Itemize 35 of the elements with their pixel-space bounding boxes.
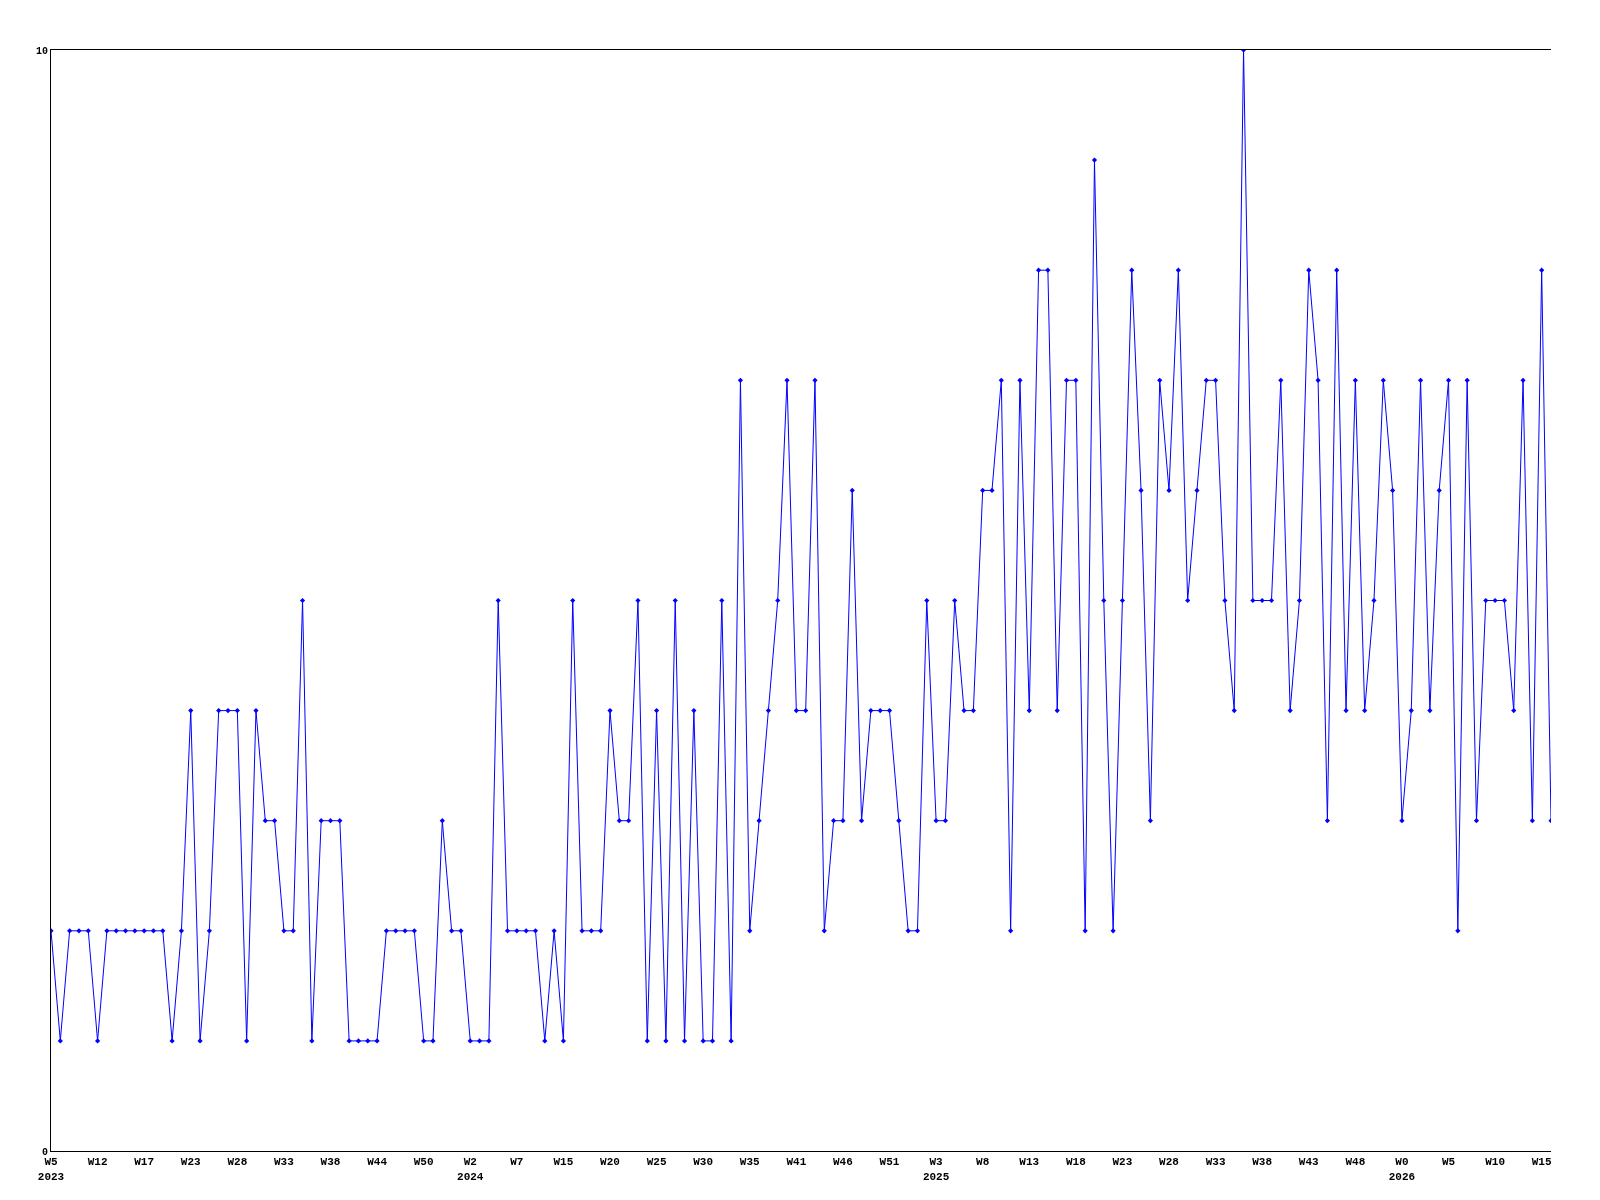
x-tick-label: W46 [833,1156,853,1169]
x-tick-label: W50 [413,1156,434,1169]
x-tick-label: W35 [739,1156,761,1169]
x-tick-label: W2 2024 [457,1156,484,1183]
x-tick-label: W23 [1112,1156,1133,1169]
x-tick-label: W18 [1065,1156,1087,1169]
x-tick-label: W28 [227,1156,248,1169]
x-tick-label: W12 [87,1156,108,1169]
x-tick-label: W13 [1019,1156,1040,1169]
x-tick-label: W5 2023 [37,1156,65,1183]
x-tick-label: W33 [274,1156,295,1169]
x-tick-label: W43 [1298,1156,1320,1169]
x-tick-label: W0 2026 [1388,1156,1416,1183]
x-tick-label: W48 [1345,1156,1366,1169]
x-tick-label: W38 [1252,1156,1273,1169]
x-tick-label: W5 [1441,1156,1456,1169]
x-tick-label: W41 [786,1156,807,1169]
x-tick-label: W15 [1531,1156,1552,1169]
x-tick-label: W30 [693,1156,714,1169]
x-tick-label: W17 [134,1156,155,1169]
x-tick-label: W51 [879,1156,900,1169]
x-tick-label: W23 [180,1156,202,1169]
x-tick-label: W20 [600,1156,620,1169]
y-tick-label: 10 [35,45,48,57]
x-tick-label: W15 [553,1156,574,1169]
x-tick-label: W28 [1159,1156,1180,1169]
x-tick-label: W25 [646,1156,667,1169]
x-tick-label: W33 [1205,1156,1226,1169]
x-tick-label: W3 2025 [922,1156,950,1183]
x-tick-label: W10 [1485,1156,1506,1169]
y-tick-label: 0 [41,1146,48,1158]
x-tick-label: W44 [367,1156,388,1169]
x-tick-label: W38 [320,1156,341,1169]
x-tick-label: W7 [510,1156,524,1169]
x-tick-label: W8 [976,1156,990,1169]
